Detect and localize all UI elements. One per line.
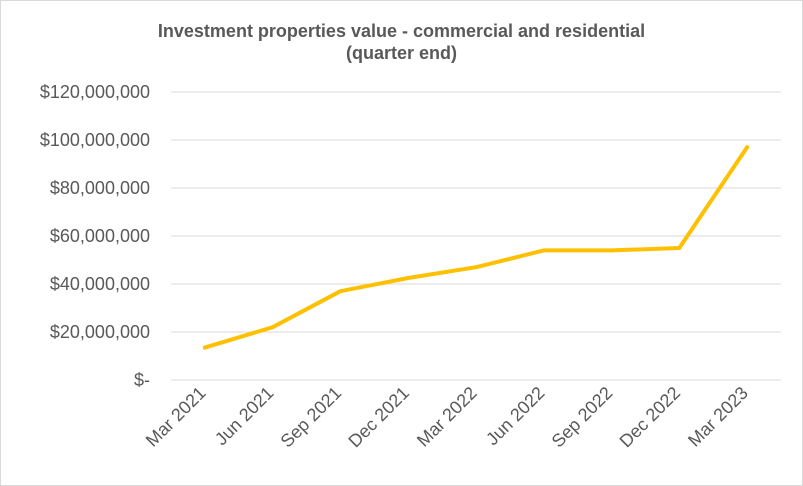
x-tick-label: Mar 2023	[684, 383, 752, 451]
x-tick-label: Mar 2021	[142, 383, 210, 451]
y-tick-label: $100,000,000	[40, 130, 150, 150]
y-tick-label: $80,000,000	[50, 178, 150, 198]
data-point	[406, 276, 411, 280]
data-point	[202, 345, 207, 350]
y-axis-tick-labels: $- $20,000,000 $40,000,000 $60,000,000 $80,0…	[40, 82, 150, 390]
y-tick-label: $40,000,000	[50, 274, 150, 294]
chart-title: Investment properties value - commercial…	[1, 20, 802, 64]
x-tick-label: Dec 2022	[616, 383, 685, 452]
data-point	[338, 289, 343, 294]
x-tick-label: Jun 2022	[482, 383, 549, 450]
y-tick-label: $120,000,000	[40, 82, 150, 102]
data-point	[677, 246, 682, 250]
y-tick-label: $60,000,000	[50, 226, 150, 246]
data-point	[609, 248, 614, 253]
chart-title-line-2: (quarter end)	[345, 43, 457, 63]
x-tick-label: Jun 2021	[211, 383, 278, 450]
x-tick-label: Sep 2022	[548, 383, 617, 452]
y-tick-label: $20,000,000	[50, 322, 150, 342]
data-point	[745, 145, 750, 150]
gridlines	[171, 91, 781, 381]
data-point	[474, 265, 478, 270]
data-point	[270, 325, 275, 330]
series-group	[202, 145, 750, 350]
x-tick-label: Sep 2021	[277, 383, 346, 452]
chart-title-line-1: Investment properties value - commercial…	[157, 21, 646, 41]
data-point	[541, 248, 546, 253]
x-axis-tick-labels: Mar 2021 Jun 2021 Sep 2021 Dec 2021 Mar 2022…	[142, 383, 752, 452]
x-tick-label: Mar 2022	[413, 383, 481, 451]
x-tick-label: Dec 2021	[344, 383, 413, 452]
y-tick-label: $-	[134, 370, 150, 390]
series-line	[202, 145, 750, 350]
